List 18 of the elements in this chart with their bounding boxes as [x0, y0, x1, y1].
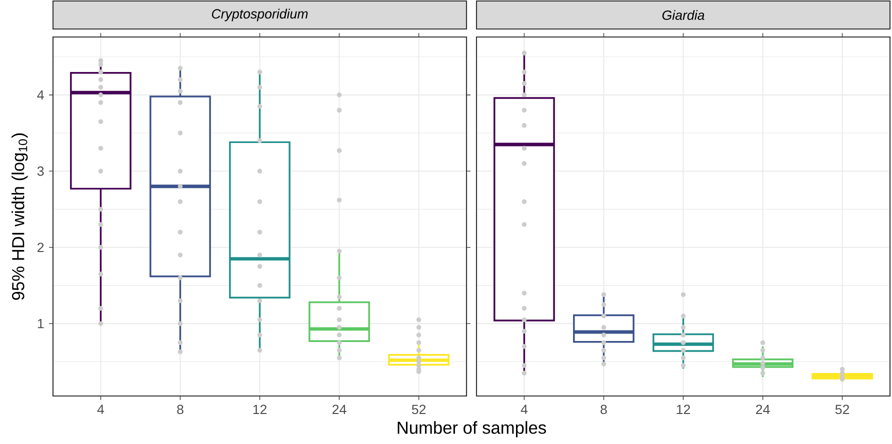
y-tick-label: 4	[37, 90, 44, 100]
y-tick-label: 2	[38, 242, 44, 252]
x-tick-label: 24	[332, 404, 346, 414]
chart-title: Cryptosporidium	[212, 8, 308, 22]
x-tick-label: 8	[177, 404, 184, 414]
x-axis-title: Number of samples	[398, 421, 546, 438]
x-tick-label: 8	[600, 404, 607, 414]
x-tick-label: 4	[520, 404, 528, 414]
x-tick-label: 52	[835, 404, 850, 414]
chart-title: Giardia	[662, 10, 704, 20]
x-tick-label: 12	[253, 404, 267, 414]
x-tick-label: 52	[412, 404, 426, 414]
y-axis-title: 95% HDI width (log$_{10}$)	[12, 133, 28, 300]
x-tick-label: 24	[756, 404, 770, 414]
x-tick-label: 4	[97, 404, 104, 414]
y-tick-label: 1	[38, 318, 44, 328]
y-tick-label: 3	[37, 166, 44, 176]
x-tick-label: 12	[676, 404, 690, 414]
